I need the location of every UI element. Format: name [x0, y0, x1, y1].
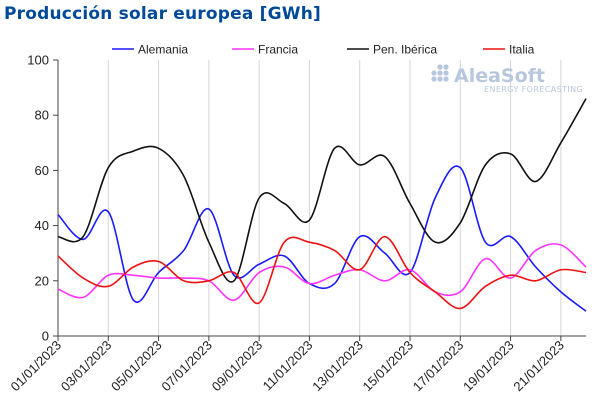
grid-lines	[57, 60, 562, 336]
series-line-italia	[57, 235, 587, 310]
y-tick-label: 60	[35, 163, 49, 178]
x-tick-label: 19/01/2023	[460, 338, 517, 395]
watermark-brand: AleaSoft	[454, 65, 545, 87]
chart-title: Producción solar europea [GWh]	[4, 4, 322, 24]
legend-label-francia: Francia	[258, 43, 298, 57]
legend: Alemania Francia Pen. Ibérica Italia	[112, 43, 535, 57]
aleasoft-watermark: AleaSoft ENERGY FORECASTING	[431, 64, 583, 94]
x-tick-label: 07/01/2023	[158, 338, 215, 395]
legend-label-italia: Italia	[509, 43, 535, 57]
series-lines	[57, 98, 587, 312]
x-tick-label: 09/01/2023	[209, 338, 266, 395]
series-line-pen-iberica	[57, 98, 587, 283]
x-tick-label: 05/01/2023	[108, 338, 165, 395]
y-tick-label: 40	[35, 218, 49, 233]
y-tick-label: 20	[35, 273, 49, 288]
legend-label-alemania: Alemania	[138, 43, 188, 57]
series-line-alemania	[57, 165, 587, 312]
aleasoft-logo-icon	[431, 64, 449, 82]
x-tick-label: 21/01/2023	[510, 338, 567, 395]
x-tick-label: 15/01/2023	[359, 338, 416, 395]
watermark-tagline: ENERGY FORECASTING	[484, 85, 583, 94]
legend-label-pen-iberica: Pen. Ibérica	[373, 43, 437, 57]
y-tick-label: 100	[27, 53, 49, 68]
x-tick-label: 11/01/2023	[260, 338, 316, 394]
x-tick-label: 17/01/2023	[410, 338, 467, 395]
x-tick-label: 01/01/2023	[7, 338, 64, 395]
series-line-francia	[57, 243, 587, 301]
y-tick-label: 0	[42, 329, 49, 344]
x-tick-label: 13/01/2023	[309, 338, 366, 395]
y-tick-label: 80	[35, 108, 49, 123]
x-tick-label: 03/01/2023	[58, 338, 115, 395]
